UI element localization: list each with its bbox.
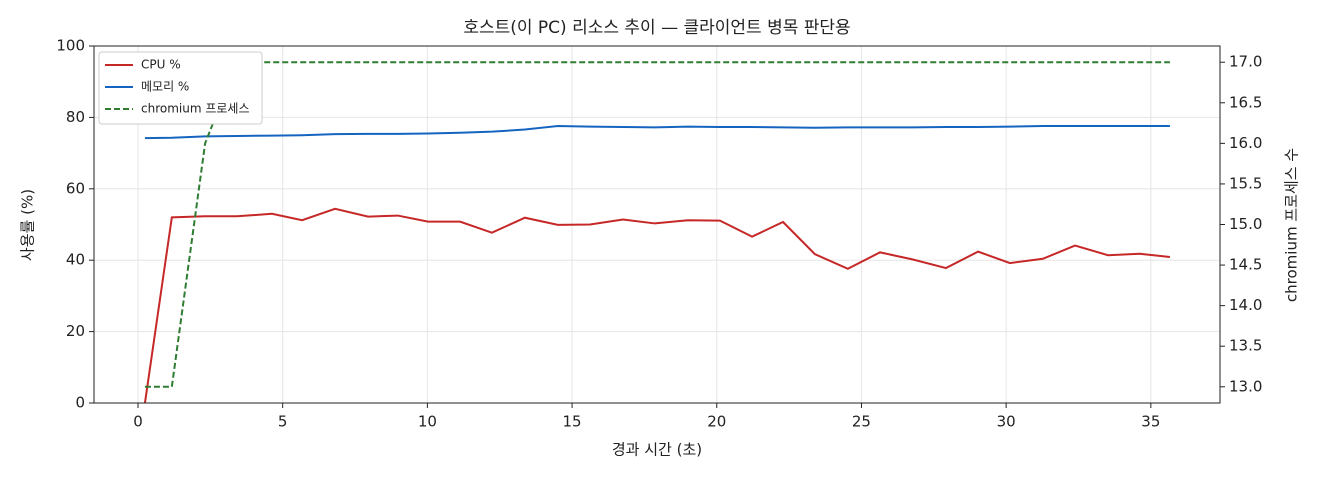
y2-tick-label: 15.5 [1229,174,1262,192]
y2-tick-label: 15.0 [1229,215,1262,233]
y-axis-label: 사용률 (%) [19,189,37,261]
y2-tick-label: 17.0 [1229,53,1262,71]
y2-tick-label: 13.0 [1229,377,1262,395]
y-tick-label: 80 [66,108,85,126]
y-tick-label: 20 [66,322,85,340]
y2-tick-label: 13.5 [1229,337,1262,355]
x-tick-label: 10 [418,413,437,431]
series-line [144,124,1170,140]
x-tick-label: 30 [997,413,1016,431]
x-tick-label: 15 [563,413,582,431]
x-tick-label: 35 [1141,413,1160,431]
y-tick-label: 60 [66,179,85,197]
y-tick-label: 40 [66,251,85,269]
legend-box [98,51,263,125]
plot-frame [93,45,1221,404]
y-tick-label: 100 [56,37,85,55]
y2-tick-label: 14.5 [1229,256,1262,274]
x-tick-label: 20 [707,413,726,431]
x-tick-label: 25 [852,413,871,431]
y2-tick-label: 16.5 [1229,93,1262,111]
y2-tick-label: 14.0 [1229,296,1262,314]
y2-axis-label: chromium 프로세스 수 [1283,148,1301,302]
series-line [144,61,1170,388]
legend-label: chromium 프로세스 [141,102,250,116]
legend-label: CPU % [141,58,181,72]
legend-label: 메모리 % [141,80,189,94]
x-axis-label: 경과 시간 (초) [612,441,702,459]
y2-tick-label: 16.0 [1229,134,1262,152]
x-tick-label: 0 [133,413,143,431]
x-tick-label: 5 [278,413,288,431]
series-line [143,207,1171,404]
y-tick-label: 0 [75,394,85,412]
chart-title: 호스트(이 PC) 리소스 추이 — 클라이언트 병목 판단용 [463,18,850,38]
